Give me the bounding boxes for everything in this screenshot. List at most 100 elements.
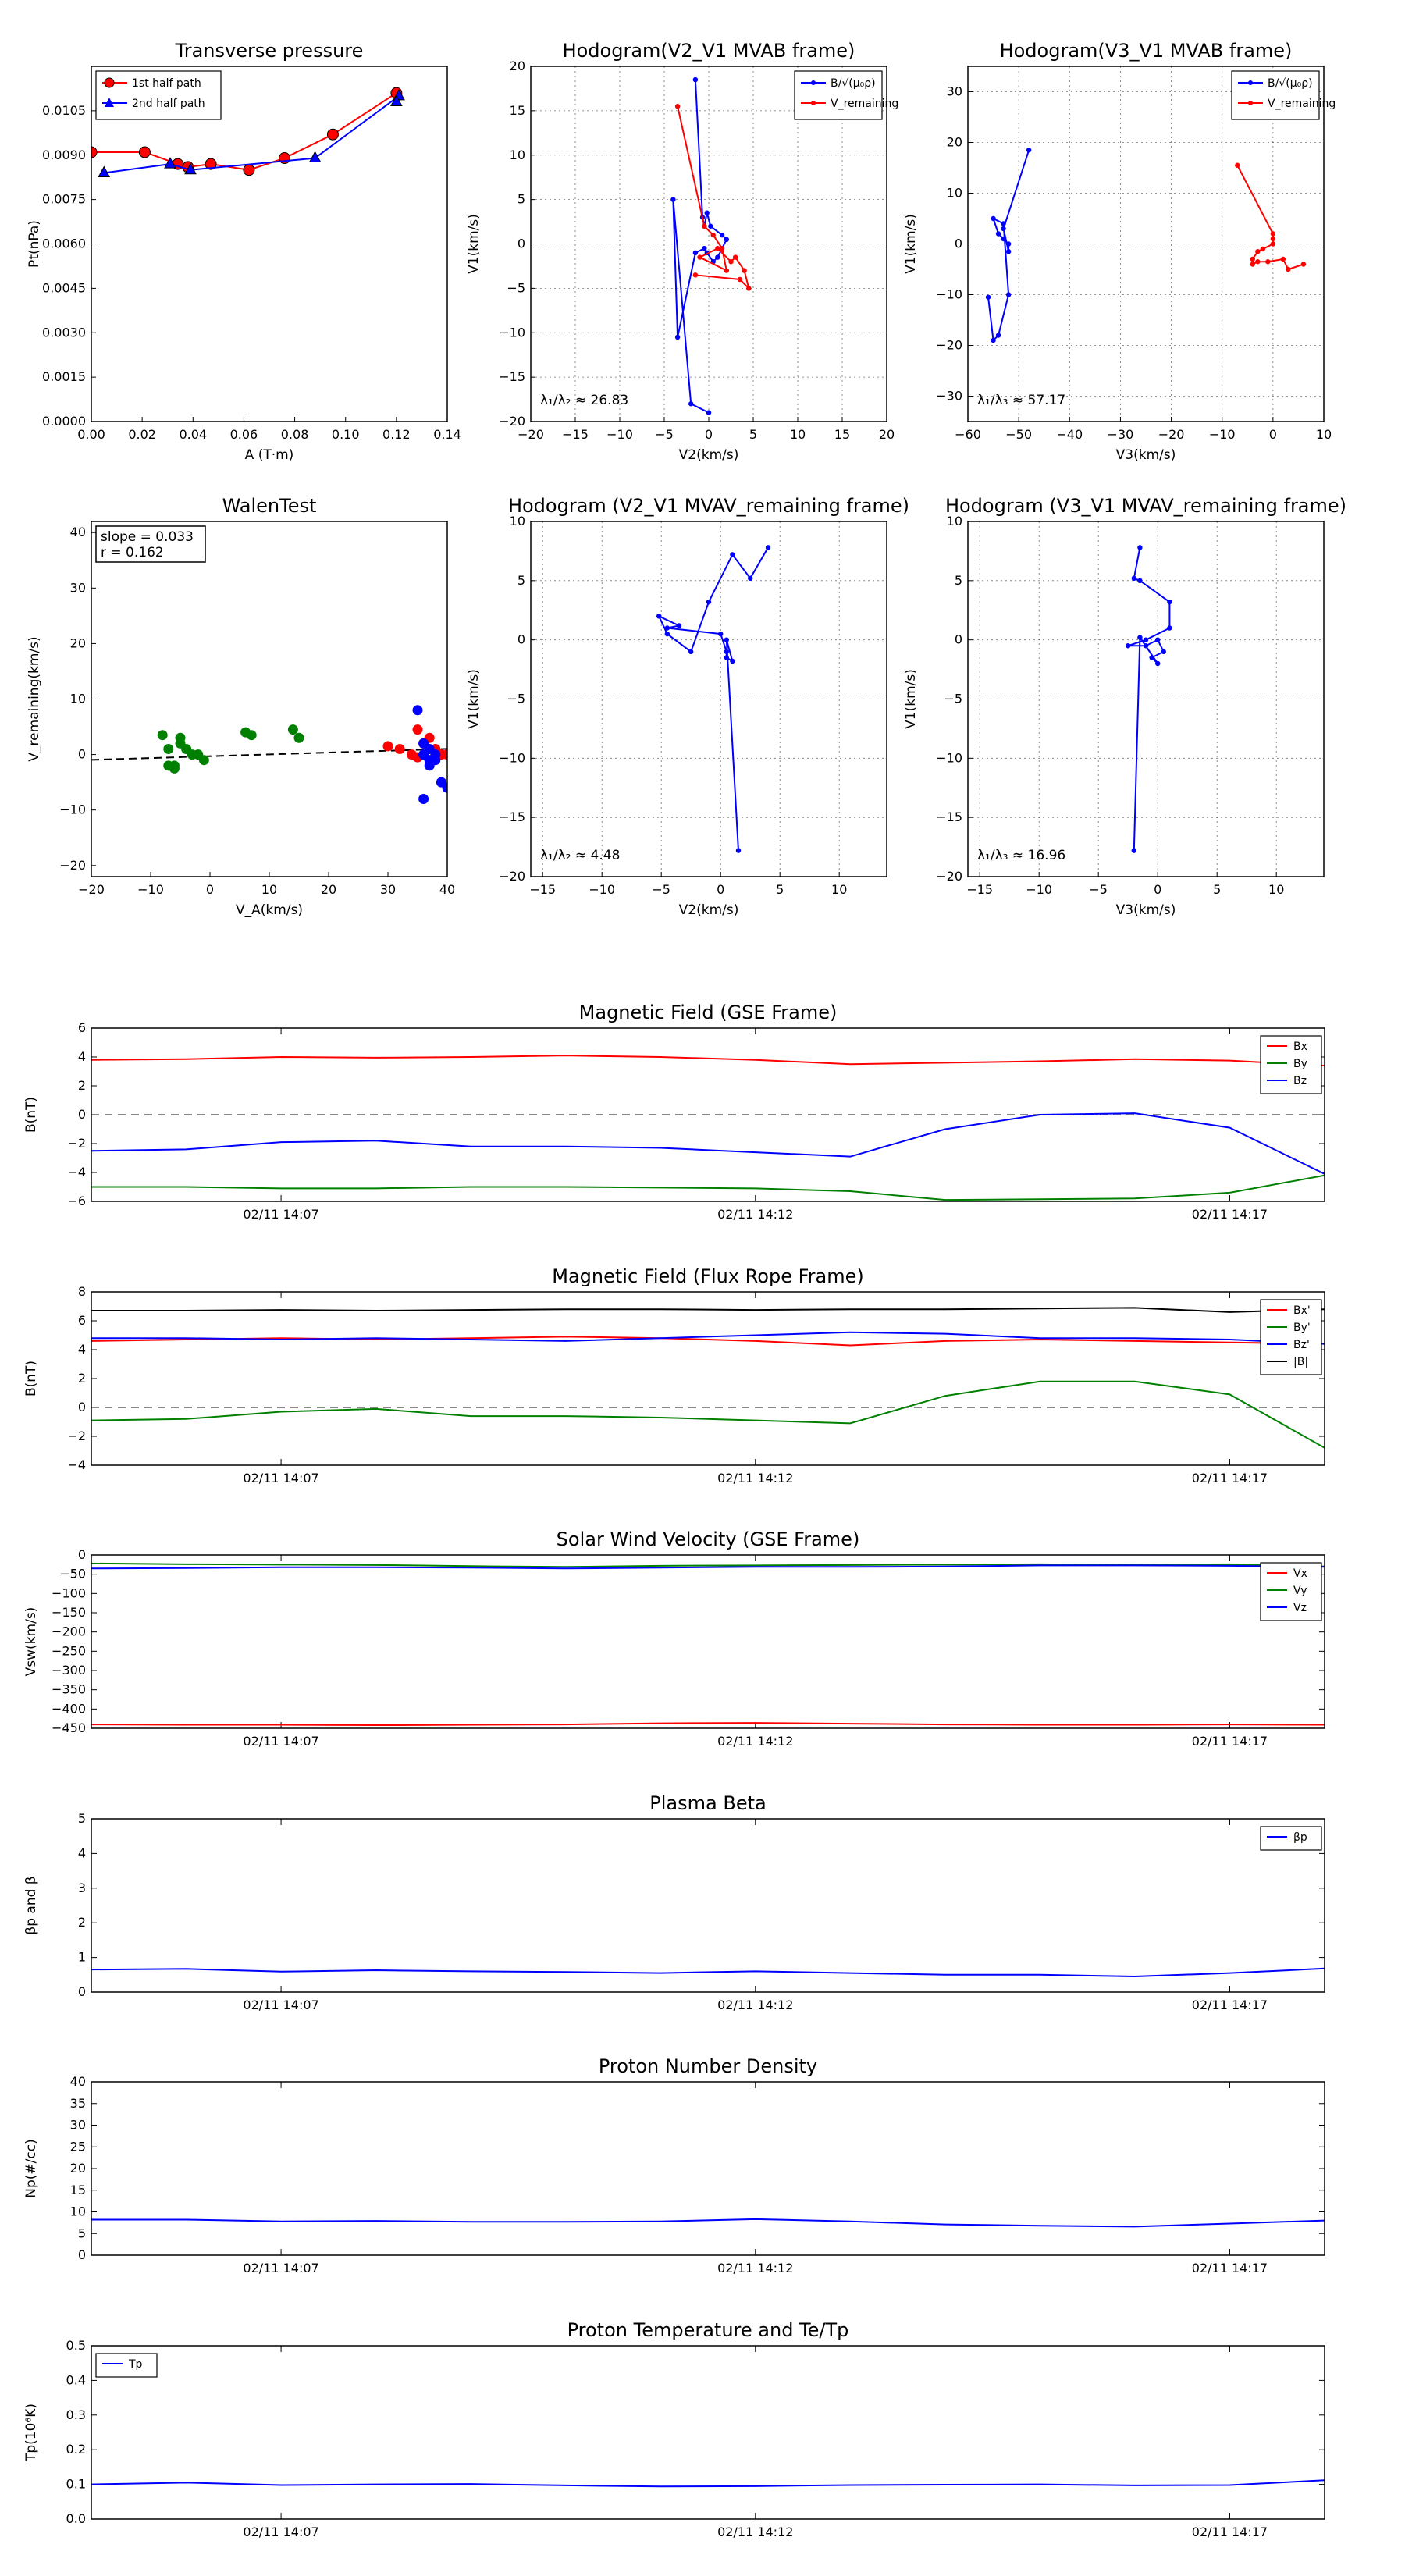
- data-point: [995, 333, 1001, 338]
- y-tick-label: −5: [944, 692, 962, 706]
- y-tick-label: −400: [52, 1701, 86, 1716]
- data-point: [1143, 643, 1149, 649]
- series-line-bx: [91, 1336, 1325, 1347]
- x-tick-label: −50: [1005, 427, 1032, 442]
- y-axis-label: Pt(nPa): [27, 220, 42, 268]
- data-point: [449, 733, 458, 742]
- y-tick-label: 40: [70, 2074, 86, 2089]
- y-tick-label: 5: [955, 573, 962, 588]
- series-line-tp: [91, 2479, 1325, 2488]
- data-point: [1149, 655, 1154, 660]
- y-tick-label: 5: [78, 1811, 86, 1826]
- y-tick-label: 4: [78, 1845, 86, 1860]
- plot-frame: [91, 1027, 1325, 1202]
- y-tick-label: 0: [955, 237, 962, 251]
- legend-box: [95, 70, 222, 120]
- data-point: [308, 151, 322, 163]
- plot-area: [91, 2218, 1325, 2228]
- data-point: [746, 286, 752, 291]
- x-tick-label: 02/11 14:12: [717, 2524, 793, 2539]
- x-tick-label: 02/11 14:17: [1192, 1734, 1268, 1749]
- series-line-np: [91, 2218, 1325, 2228]
- series-b: [1126, 545, 1172, 853]
- x-tick-label: 02/11 14:07: [243, 2524, 318, 2539]
- x-tick-label: 10: [831, 882, 847, 897]
- series-line-p: [91, 1967, 1325, 1978]
- y-tick-label: 0.0000: [42, 414, 86, 429]
- chart-solar-wind-velocity: Solar Wind Velocity (GSE Frame) −450 −400 −…: [23, 1528, 1325, 1749]
- plot-frame: [91, 1554, 1325, 1729]
- chart-title: Solar Wind Velocity (GSE Frame): [557, 1528, 860, 1550]
- data-point: [664, 625, 670, 631]
- chart-proton-temperature: Proton Temperature and Te/Tp 0.0 0.1 0.2 0.3…: [23, 2319, 1325, 2539]
- legend-label: Vx: [1293, 1567, 1307, 1580]
- y-tick-label: 4: [78, 1342, 86, 1357]
- x-tick-label: 10: [790, 427, 806, 442]
- legend: 1st half path 2nd half path: [95, 70, 222, 120]
- y-tick-label: −300: [52, 1663, 86, 1678]
- y-tick-label: 40: [70, 525, 86, 539]
- data-point: [724, 268, 729, 273]
- plot-frame: [91, 1291, 1325, 1466]
- y-tick-label: −10: [936, 750, 962, 765]
- series-line-vz: [91, 1564, 1325, 1570]
- x-tick-label: −40: [1056, 427, 1083, 442]
- x-tick-label: −10: [1209, 427, 1236, 442]
- chart-proton-density: Proton Number Density 0 5 10 15 20 25 30 35 40 02/…: [23, 2055, 1325, 2275]
- x-tick-label: 0: [206, 882, 214, 897]
- series-line-by: [91, 1380, 1325, 1449]
- chart-hodogram-v2-v1-mvav: Hodogram (V2_V1 MVAV_remaining frame) −15…: [466, 495, 909, 918]
- y-tick-label: 15: [510, 103, 525, 118]
- chart-magnetic-field-flux-rope: Magnetic Field (Flux Rope Frame) −4 −2 0 2 4 6…: [23, 1265, 1325, 1485]
- data-point: [706, 599, 712, 605]
- y-tick-label: 4: [78, 1049, 86, 1064]
- y-tick-label: −20: [936, 338, 962, 353]
- chart-title: Magnetic Field (GSE Frame): [579, 1002, 838, 1023]
- x-tick-label: −60: [955, 427, 981, 442]
- data-point: [1270, 231, 1276, 237]
- data-point: [1155, 660, 1161, 667]
- x-tick-label: 0.10: [332, 427, 360, 442]
- legend-label: Bx: [1293, 1041, 1307, 1053]
- legend-label: By: [1293, 1058, 1307, 1070]
- data-point: [198, 755, 209, 766]
- data-point: [1001, 226, 1006, 232]
- legend-label: Bz': [1293, 1339, 1310, 1351]
- y-axis-label: V1(km/s): [903, 669, 919, 729]
- legend-label: By': [1293, 1322, 1311, 1334]
- series-blue: [412, 705, 458, 804]
- data-point: [688, 401, 694, 407]
- x-tick-label: 0.04: [179, 427, 207, 442]
- chart-title: Plasma Beta: [649, 1792, 766, 1814]
- plot-area: [670, 76, 752, 415]
- y-tick-label: 30: [947, 84, 962, 99]
- data-point: [418, 793, 429, 804]
- x-tick-label: 0: [1154, 882, 1161, 897]
- data-point: [692, 250, 699, 256]
- x-tick-label: 02/11 14:07: [243, 1471, 318, 1485]
- data-point: [1280, 256, 1286, 262]
- x-tick-label: −15: [529, 882, 556, 897]
- y-tick-label: −15: [936, 809, 962, 824]
- data-point: [1131, 848, 1137, 853]
- x-axis-label: V2(km/s): [679, 902, 739, 918]
- legend-label: V_remaining: [1268, 98, 1336, 110]
- data-point: [719, 245, 725, 251]
- y-tick-label: 0.0: [66, 2511, 86, 2526]
- data-point: [1001, 236, 1006, 242]
- y-tick-label: −150: [52, 1605, 86, 1620]
- data-point: [688, 649, 694, 655]
- data-point: [175, 738, 186, 749]
- chart-title: Hodogram (V2_V1 MVAV_remaining frame): [508, 495, 909, 517]
- series-2nd-half-path: [98, 88, 405, 177]
- x-axis-label: V_A(km/s): [236, 902, 303, 918]
- chart-title: Proton Number Density: [599, 2055, 817, 2077]
- legend-label: B/√(μ₀ρ): [831, 77, 876, 90]
- data-point: [412, 724, 423, 735]
- plot-area: [91, 1307, 1325, 1449]
- data-point: [735, 848, 742, 853]
- stats-line: slope = 0.033: [101, 529, 194, 545]
- y-tick-label: 8: [78, 1284, 86, 1299]
- data-point: [163, 760, 174, 771]
